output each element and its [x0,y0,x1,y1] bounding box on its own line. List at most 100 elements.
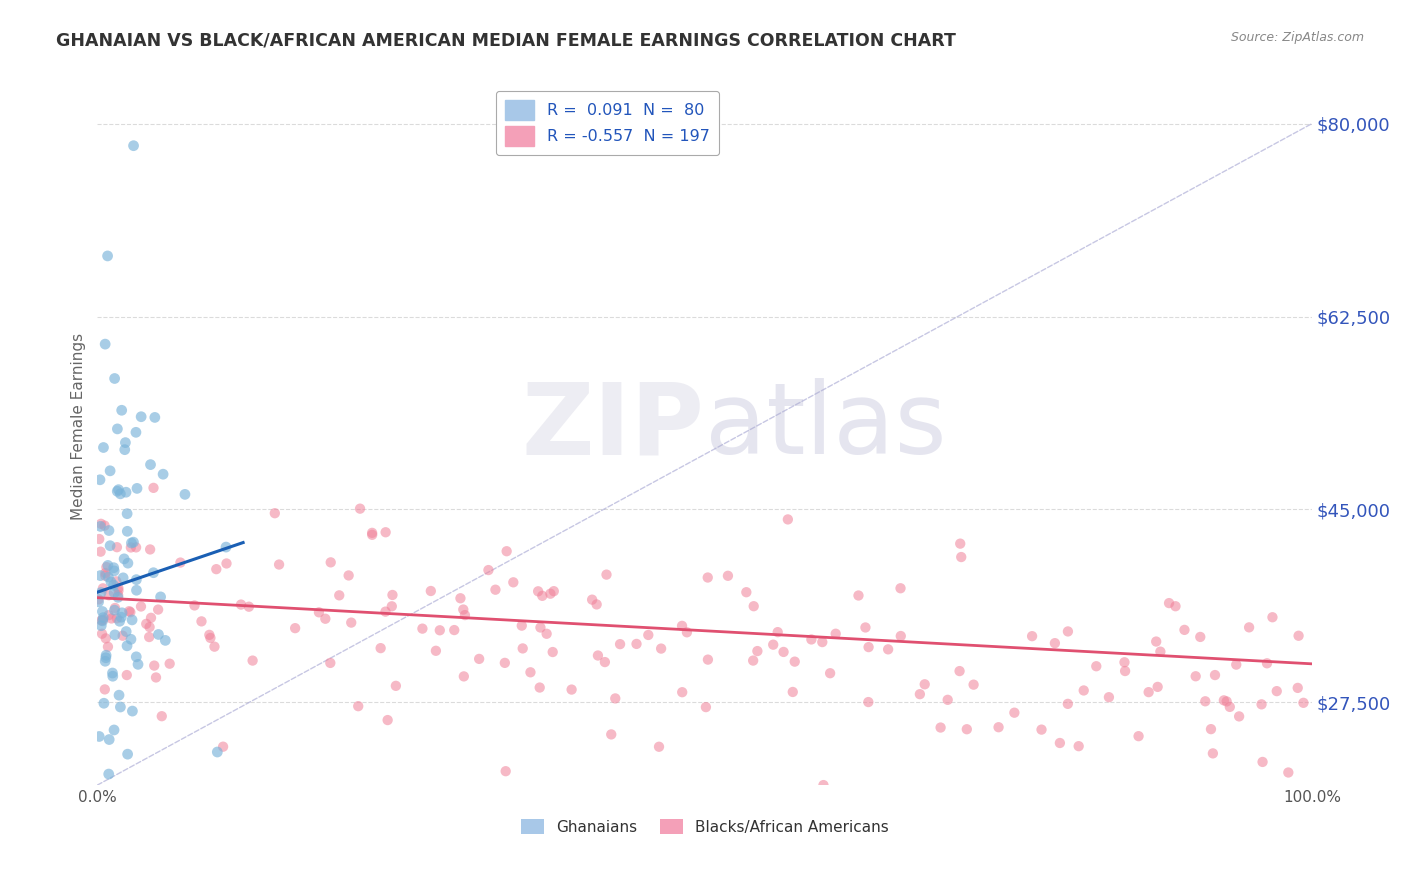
Point [114,442,136,457]
Point [766,625,789,640]
Point [112,552,135,566]
Point [238,599,260,614]
Point [101,666,124,681]
Point [159,657,181,671]
Point [143,658,166,673]
Point [349,501,371,516]
Point [105,484,128,499]
Text: ZIP: ZIP [522,378,704,475]
Point [453,669,475,683]
Point [150,709,173,723]
Point [626,637,648,651]
Point [108,614,131,628]
Point [1157,596,1180,610]
Point [152,467,174,482]
Point [139,458,162,472]
Point [1189,630,1212,644]
Point [858,695,880,709]
Point [495,544,517,558]
Point [242,654,264,668]
Point [1251,755,1274,769]
Point [519,665,541,680]
Point [782,685,804,699]
Point [468,652,491,666]
Point [936,693,959,707]
Point [207,745,229,759]
Point [115,639,138,653]
Point [1199,722,1222,736]
Point [747,644,769,658]
Point [267,558,290,572]
Point [122,138,145,153]
Point [103,578,125,592]
Point [1098,690,1121,705]
Point [93,441,115,455]
Point [581,592,603,607]
Point [121,613,143,627]
Point [122,535,145,549]
Point [125,583,148,598]
Point [155,633,177,648]
Point [98,732,121,747]
Point [1261,610,1284,624]
Point [800,632,823,647]
Point [543,584,565,599]
Point [374,525,396,540]
Point [429,624,451,638]
Point [308,605,330,619]
Point [328,588,350,602]
Point [449,591,471,606]
Point [1286,681,1309,695]
Point [94,569,117,583]
Point [858,640,880,654]
Point [811,635,834,649]
Point [783,655,806,669]
Point [89,532,111,546]
Point [385,679,408,693]
Point [929,721,952,735]
Point [742,599,765,614]
Point [105,540,128,554]
Point [425,644,447,658]
Point [190,615,212,629]
Point [1049,736,1071,750]
Point [129,599,152,614]
Point [142,566,165,580]
Point [361,528,384,542]
Point [120,536,142,550]
Point [877,642,900,657]
Point [855,620,877,634]
Point [1144,634,1167,648]
Point [90,585,112,599]
Point [107,591,129,605]
Point [531,589,554,603]
Point [108,688,131,702]
Point [1250,698,1272,712]
Point [1219,699,1241,714]
Point [962,678,984,692]
Point [908,687,931,701]
Point [97,608,120,623]
Point [90,618,112,632]
Point [1067,739,1090,754]
Point [110,700,132,714]
Point [121,704,143,718]
Point [215,557,238,571]
Point [284,621,307,635]
Point [1184,669,1206,683]
Point [174,487,197,501]
Point [586,648,609,663]
Point [419,584,441,599]
Point [98,539,121,553]
Point [125,482,148,496]
Point [212,739,235,754]
Point [411,622,433,636]
Point [103,564,125,578]
Point [1128,729,1150,743]
Point [494,656,516,670]
Point [94,650,117,665]
Point [125,649,148,664]
Point [103,723,125,737]
Point [1194,694,1216,708]
Y-axis label: Median Female Earnings: Median Female Earnings [72,334,86,520]
